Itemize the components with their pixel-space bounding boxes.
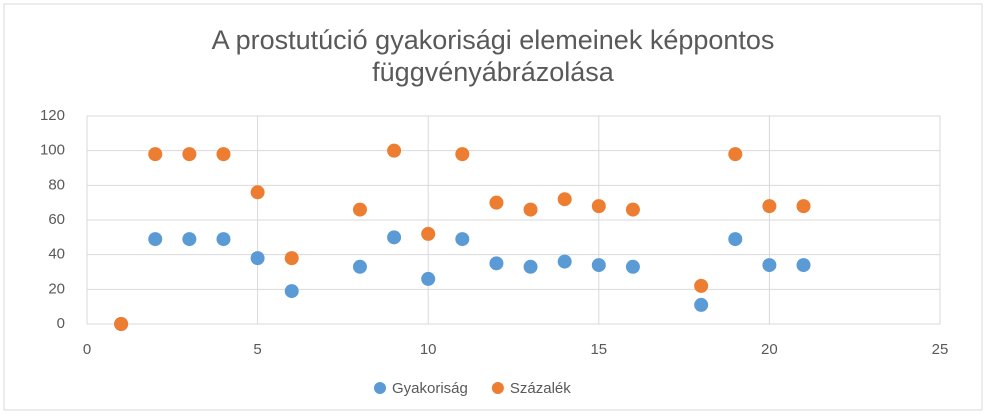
legend-label: Gyakoriság: [392, 380, 468, 397]
x-tick-label: 10: [420, 341, 437, 358]
point: [455, 147, 470, 162]
y-tick-label: 60: [48, 211, 65, 228]
point: [148, 147, 163, 162]
point: [523, 202, 538, 217]
point: [489, 256, 504, 271]
point: [148, 232, 163, 247]
point: [694, 278, 709, 293]
point: [182, 232, 197, 247]
chart-title: A prostutúció gyakorisági elemeinek képp…: [211, 25, 775, 87]
point: [625, 259, 640, 274]
point: [625, 202, 640, 217]
point: [352, 202, 367, 217]
point: [421, 271, 436, 286]
chart-border: [3, 3, 983, 411]
y-tick-label: 40: [48, 246, 65, 263]
x-tick-label: 0: [83, 341, 91, 358]
legend-marker: [374, 382, 386, 394]
point: [421, 226, 436, 241]
point: [284, 284, 299, 299]
point: [216, 232, 231, 247]
point: [250, 251, 265, 266]
point: [557, 254, 572, 269]
point: [352, 259, 367, 274]
point: [796, 258, 811, 273]
legend-label: Százalék: [510, 380, 571, 397]
x-tick-label: 20: [761, 341, 778, 358]
point: [114, 317, 129, 331]
point: [284, 251, 299, 266]
legend-marker: [491, 382, 504, 394]
point: [796, 199, 811, 214]
y-tick-label: 100: [40, 142, 65, 159]
point: [728, 232, 743, 247]
y-tick-label: 120: [40, 107, 65, 124]
point: [762, 258, 777, 273]
point: [489, 195, 504, 210]
y-tick-label: 0: [57, 315, 65, 332]
point: [387, 143, 402, 158]
point: [182, 147, 197, 162]
point: [762, 199, 777, 214]
point: [591, 199, 606, 214]
y-tick-label: 20: [48, 280, 65, 297]
point: [455, 232, 470, 247]
point: [250, 185, 265, 200]
point: [523, 259, 538, 274]
x-tick-label: 5: [253, 341, 261, 358]
point: [591, 258, 606, 273]
point: [694, 297, 709, 312]
point: [216, 147, 231, 162]
point: [557, 192, 572, 207]
x-tick-label: 25: [932, 341, 949, 358]
point: [387, 230, 402, 245]
x-tick-label: 15: [590, 341, 607, 358]
y-tick-label: 80: [48, 176, 65, 193]
point: [728, 147, 743, 162]
